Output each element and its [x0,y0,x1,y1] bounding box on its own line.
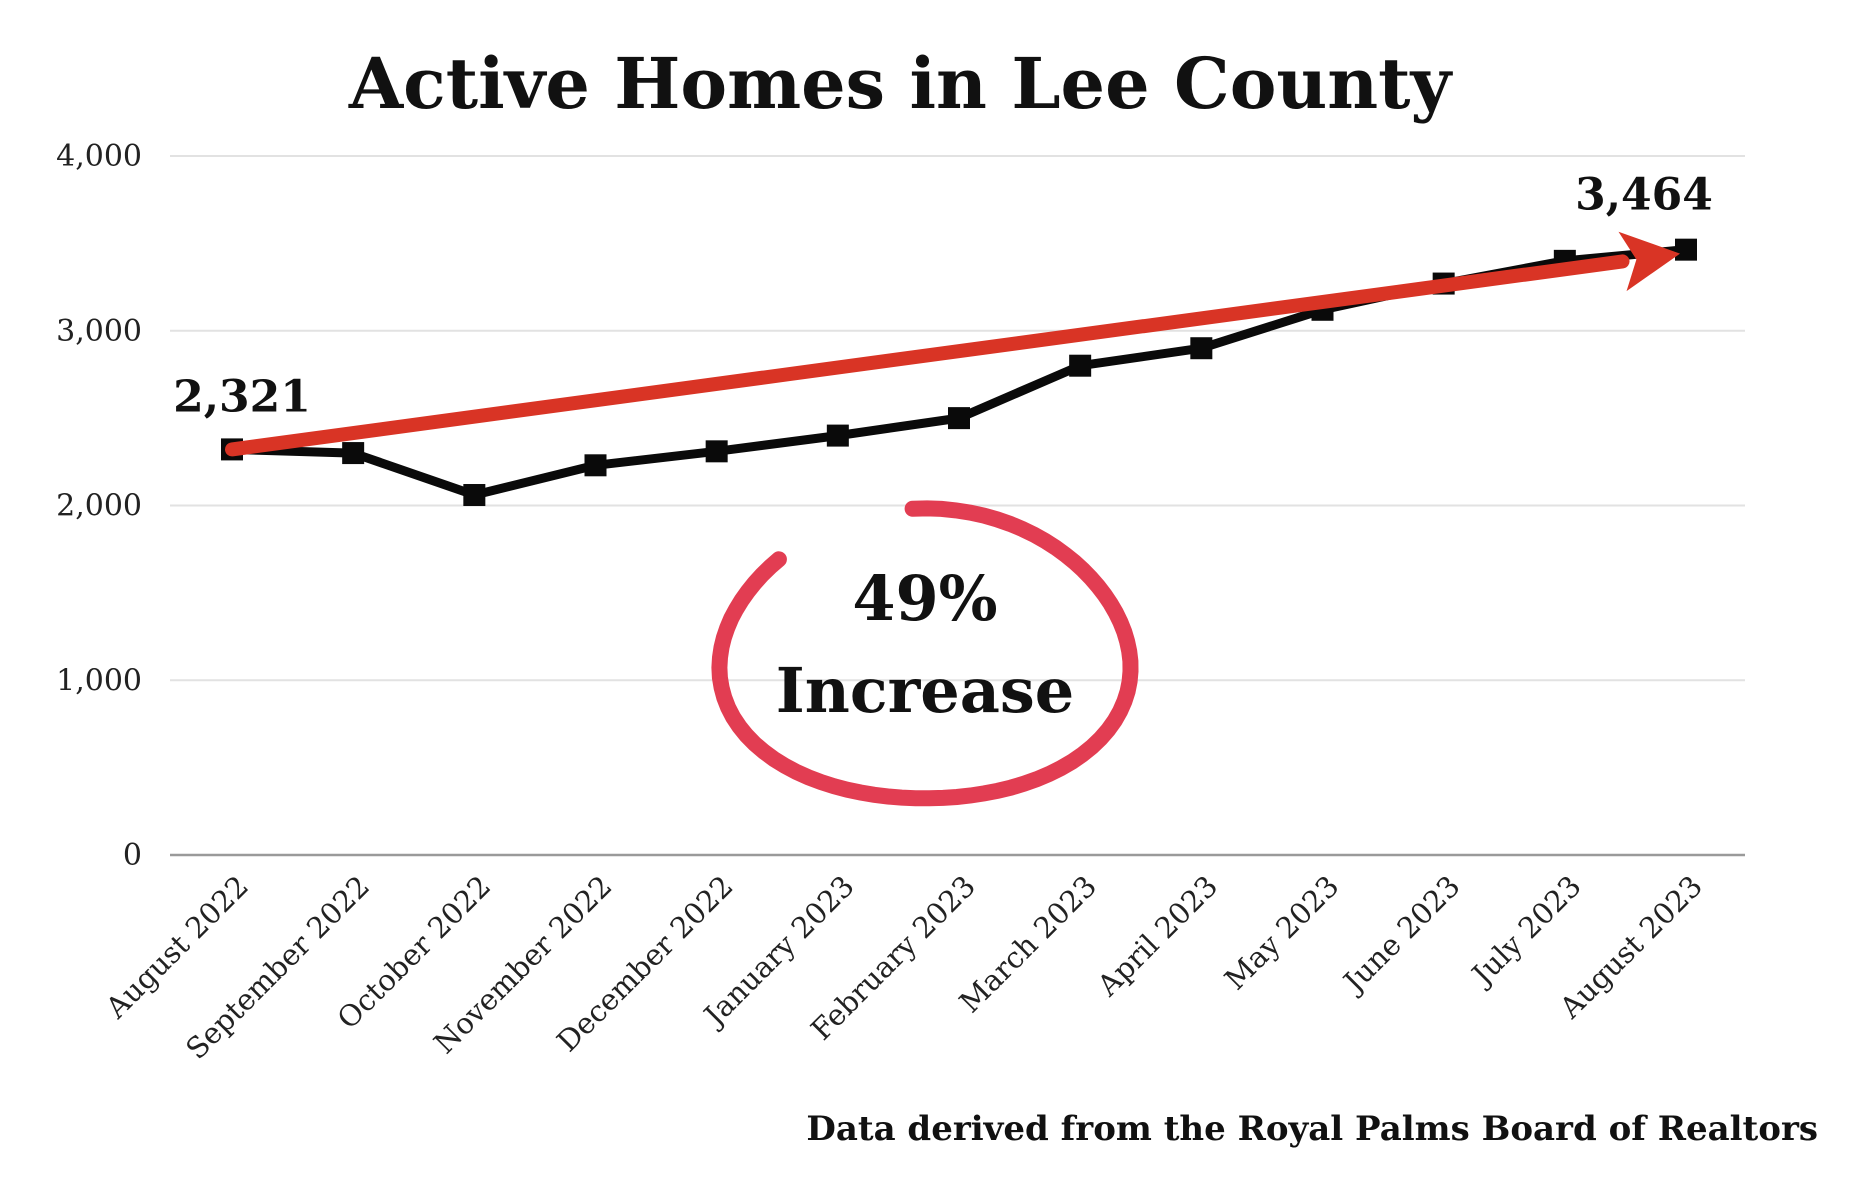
source-note: Data derived from the Royal Palms Board … [806,1109,1818,1149]
data-point [826,424,849,447]
data-point [1190,337,1213,360]
x-tick-label: July 2023 [1463,869,1587,993]
y-tick-label: 2,000 [56,489,142,524]
y-tick-label: 3,000 [56,314,142,349]
y-tick-label: 4,000 [56,139,142,174]
data-point [1069,354,1092,377]
trend-arrow-shaft [225,254,1630,457]
chart-title: Active Homes in Lee County [348,42,1454,125]
data-point [342,442,365,465]
data-point [584,454,607,477]
data-label-last: 3,464 [1575,170,1713,221]
highlight-circle-icon [711,500,1139,807]
callout-label: Increase [776,654,1074,727]
y-axis-ticks: 0 1,000 2,000 3,000 4,000 [56,139,142,873]
callout-percent: 49% [852,562,997,635]
trend-arrow-head [1618,231,1680,292]
x-tick-label: June 2023 [1335,869,1467,1001]
y-tick-label: 1,000 [56,663,142,698]
trend-arrow [225,231,1680,457]
data-point [705,440,728,463]
increase-callout: 49% Increase [711,500,1139,807]
data-point [463,484,486,507]
data-point [948,407,970,430]
y-tick-label: 0 [123,838,142,873]
x-tick-label: May 2023 [1218,869,1346,997]
data-label-first: 2,321 [173,371,311,422]
data-point [1675,238,1697,261]
x-tick-label: April 2023 [1090,869,1224,1003]
